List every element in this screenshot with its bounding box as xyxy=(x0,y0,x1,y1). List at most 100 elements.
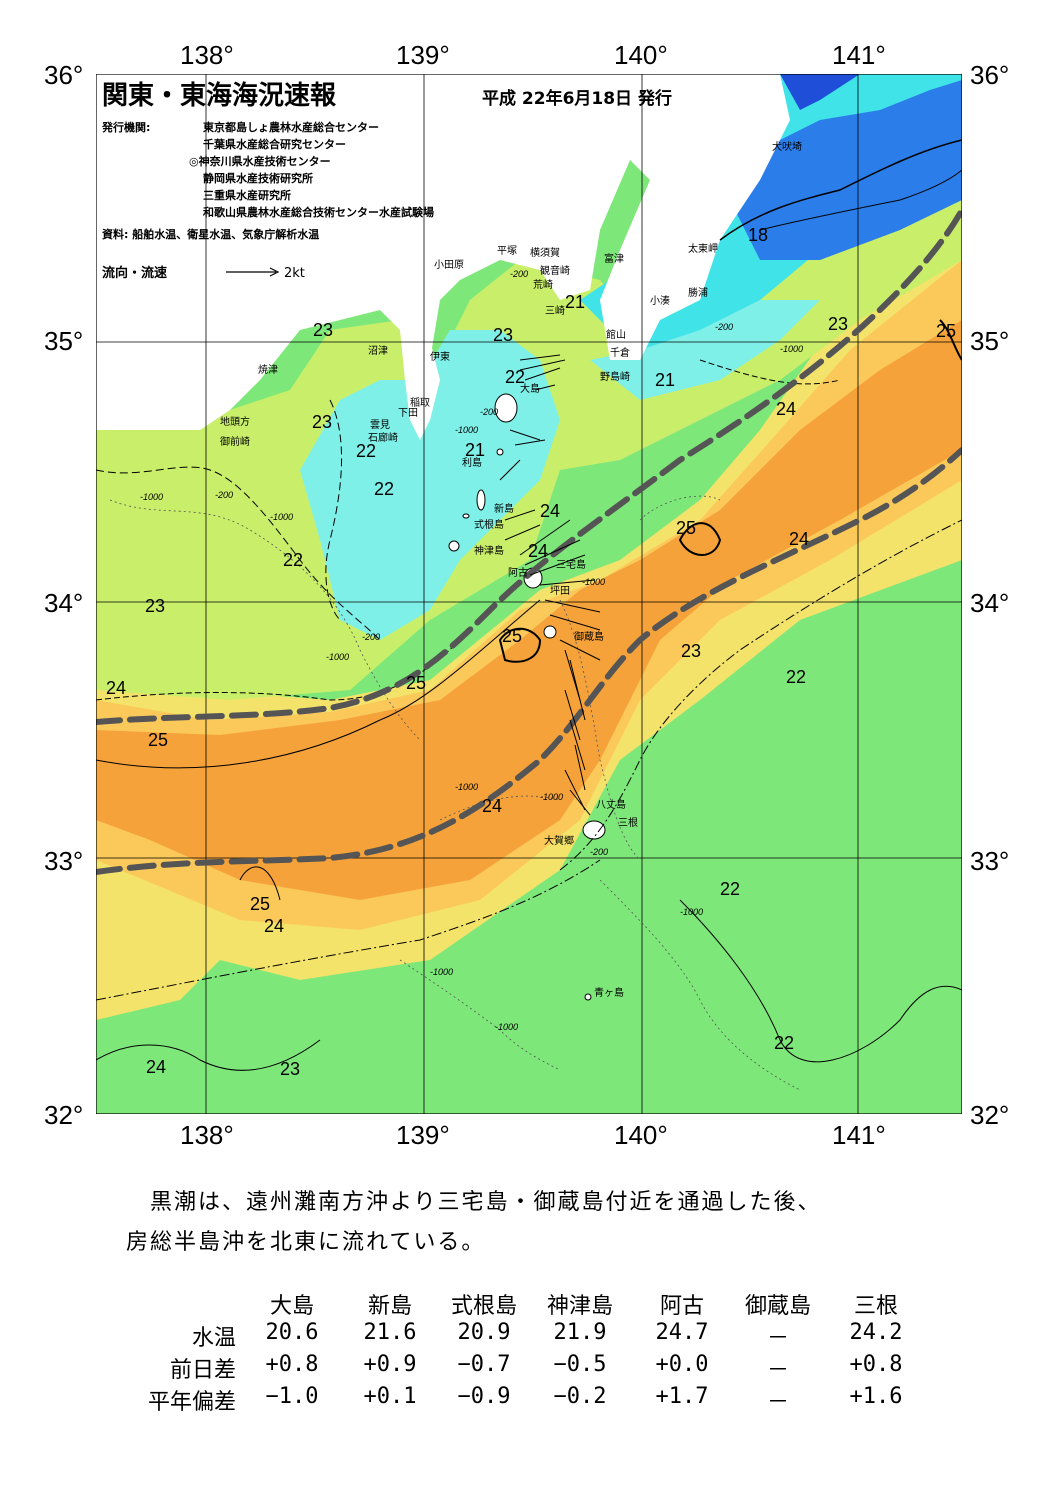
summary-line-2: 房総半島沖を北東に流れている。 xyxy=(126,1230,486,1255)
temperature-labels: 18 21 21 21 22 22 22 22 22 22 22 23 23 2… xyxy=(106,225,956,1079)
lon-label-141-top: 141° xyxy=(832,40,886,70)
place-aogashima: 青ヶ島 xyxy=(594,986,624,999)
current-vectors xyxy=(499,354,601,816)
place-kozushima: 神津島 xyxy=(474,544,504,557)
temp-label: 22 xyxy=(774,1033,794,1053)
temp-label: 23 xyxy=(280,1059,300,1079)
table-cell: 24.7 xyxy=(655,1320,709,1345)
temp-label: 23 xyxy=(313,320,333,340)
place-shikinejima: 式根島 xyxy=(474,518,504,531)
col-header: 三根 xyxy=(853,1294,898,1319)
temp-label: 23 xyxy=(493,325,513,345)
summary-line-1: 黒潮は、遠州灘南方沖より三宅島・御蔵島付近を通過した後、 xyxy=(150,1190,822,1215)
place-ako: 阿古 xyxy=(508,566,528,579)
depth-label: -1000 xyxy=(582,577,605,587)
place-arasaki: 荒崎 xyxy=(533,278,553,291)
lon-label-138-top: 138° xyxy=(180,40,234,70)
table-cell: −0.9 xyxy=(457,1384,511,1409)
sources: 資料: 船舶水温、衛星水温、気象庁解析水温 xyxy=(102,227,319,241)
publisher-1: 東京都島しょ農林水産総合センター xyxy=(203,120,379,134)
temp-label: 21 xyxy=(465,440,485,460)
place-inatori: 稲取 xyxy=(410,397,430,409)
place-shimoda: 下田 xyxy=(398,408,418,419)
table-cell: +1.7 xyxy=(655,1384,709,1409)
table-cell: +0.1 xyxy=(363,1384,417,1409)
legend-scale: 2kt xyxy=(284,266,305,281)
place-chikura: 千倉 xyxy=(610,346,630,359)
lat-label-34-left: 34° xyxy=(44,588,84,618)
col-header: 阿古 xyxy=(659,1294,704,1319)
place-kumomi: 雲見 xyxy=(370,419,390,431)
lon-label-140-top: 140° xyxy=(614,40,668,70)
col-header: 新島 xyxy=(367,1294,412,1319)
temp-label: 25 xyxy=(148,730,168,750)
temp-label: 25 xyxy=(676,518,696,538)
depth-contours xyxy=(109,495,801,1091)
lon-label-141-bottom: 141° xyxy=(832,1120,886,1150)
publisher-label: 発行機関: xyxy=(101,120,150,134)
temp-label: 23 xyxy=(828,314,848,334)
place-okago: 大賀郷 xyxy=(544,834,574,847)
place-futtsu: 富津 xyxy=(604,252,624,265)
place-niijima: 新島 xyxy=(494,502,514,515)
depth-label: -1000 xyxy=(140,492,163,502)
col-header: 大島 xyxy=(269,1294,314,1319)
temp-label: 23 xyxy=(312,412,332,432)
publisher-3: ◎神奈川県水産技術センター xyxy=(189,154,331,168)
depth-label: -200 xyxy=(480,407,498,417)
temp-label: 24 xyxy=(146,1057,166,1077)
sea-temperature-map: 18 21 21 21 22 22 22 22 22 22 22 23 23 2… xyxy=(96,74,962,1114)
place-tateyama: 館山 xyxy=(606,328,626,341)
place-tsubota: 坪田 xyxy=(550,584,570,597)
place-yaizu: 焼津 xyxy=(258,364,278,376)
temp-label: 24 xyxy=(776,399,796,419)
depth-label: -200 xyxy=(715,322,733,332)
place-misaki: 三崎 xyxy=(545,304,565,317)
table-header-row: 大島 新島 式根島 神津島 阿古 御蔵島 三根 xyxy=(126,1288,946,1320)
place-hachijojima: 八丈島 xyxy=(596,798,626,811)
island-oshima xyxy=(494,393,518,423)
temp-label: 22 xyxy=(505,367,525,387)
land-izu xyxy=(400,330,440,440)
zone-kuroshio-core xyxy=(96,320,962,900)
place-taitozaki: 太東岬 xyxy=(688,242,718,255)
place-odawara: 小田原 xyxy=(434,259,464,271)
depth-label: -1000 xyxy=(540,792,563,802)
table-cell: 24.2 xyxy=(849,1320,903,1345)
graticule xyxy=(96,74,962,1114)
depth-label: -200 xyxy=(215,490,233,500)
temp-label: 25 xyxy=(406,673,426,693)
temp-label: 25 xyxy=(936,321,956,341)
depth-label: -1000 xyxy=(455,782,478,792)
place-ito: 伊東 xyxy=(430,350,450,363)
table-cell: － xyxy=(766,1326,789,1351)
publisher-4: 静岡県水産技術研究所 xyxy=(203,171,313,185)
depth-label: -1000 xyxy=(326,652,349,662)
lat-label-35-left: 35° xyxy=(44,326,84,356)
temp-label: 21 xyxy=(655,370,675,390)
depth-label: -1000 xyxy=(495,1022,518,1032)
publisher-6: 和歌山県農林水産総合技術センター水産試験場 xyxy=(203,205,434,219)
publisher-5: 三重県水産研究所 xyxy=(203,188,291,202)
map-date: 平成 22年6月18日 発行 xyxy=(482,88,672,109)
lat-label-36-right: 36° xyxy=(970,60,1010,90)
lat-label-33-left: 33° xyxy=(44,846,84,876)
depth-label: -200 xyxy=(362,632,380,642)
temp-label: 22 xyxy=(356,441,376,461)
lat-label-32-right: 32° xyxy=(970,1100,1010,1130)
place-inubozaki: 犬吠埼 xyxy=(772,140,802,153)
place-miyakejima: 三宅島 xyxy=(556,558,586,571)
place-toshima: 利島 xyxy=(462,456,482,469)
table-cell: +0.9 xyxy=(363,1352,417,1377)
place-kominato: 小湊 xyxy=(650,294,670,307)
temp-label: 23 xyxy=(145,596,165,616)
map-header: 関東・東海海況速報 平成 22年6月18日 発行 発行機関: 東京都島しょ農林水… xyxy=(101,81,672,281)
lon-label-138-bottom: 138° xyxy=(180,1120,234,1150)
place-irozaki: 石廊崎 xyxy=(368,431,398,444)
temp-label: 18 xyxy=(748,225,768,245)
row-header: 前日差 xyxy=(169,1358,236,1383)
temp-label: 24 xyxy=(482,796,502,816)
temp-label: 23 xyxy=(681,641,701,661)
col-header: 神津島 xyxy=(546,1294,613,1319)
col-header: 式根島 xyxy=(450,1294,517,1319)
